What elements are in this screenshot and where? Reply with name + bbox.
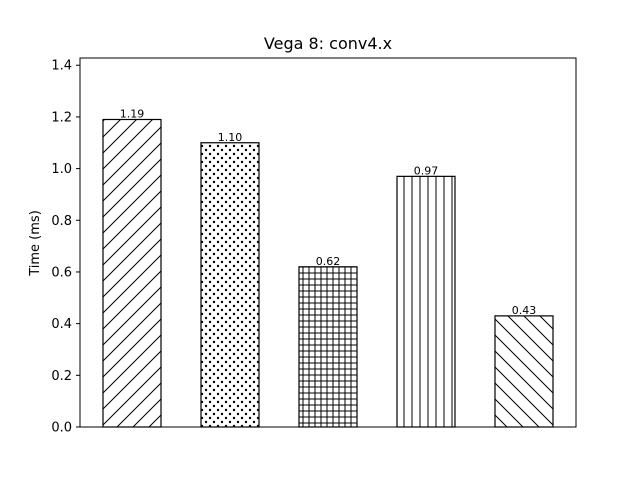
bar-value-label: 0.97: [414, 164, 439, 177]
bar-value-label: 0.62: [316, 255, 341, 268]
bar: [298, 266, 358, 428]
y-ticks-layer: 0.0 0.2 0.4 0.6 0.8 1.0 1.2 1.4: [51, 59, 80, 436]
y-tick-label: 0.6: [51, 265, 72, 280]
bar: [494, 315, 554, 428]
chart-title: Vega 8: conv4.x: [264, 34, 392, 53]
y-tick-label: 1.0: [51, 162, 72, 177]
plot-frame: [79, 57, 577, 428]
y-axis-label: Time (ms): [28, 210, 43, 277]
y-tick-label: 0.8: [51, 214, 72, 229]
bars-layer: 1.19 1.10 0.62 0.97 0.43: [102, 108, 554, 428]
y-tick-label: 1.4: [51, 59, 72, 74]
bar: [102, 118, 162, 428]
y-tick-label: 0.0: [51, 421, 72, 436]
y-tick-label: 0.4: [51, 317, 72, 332]
bar-value-label: 1.19: [120, 108, 145, 121]
bar-value-label: 0.43: [512, 304, 537, 317]
bar-value-label: 1.10: [218, 131, 243, 144]
bar: [396, 175, 456, 428]
y-tick-label: 0.2: [51, 369, 72, 384]
bar: [200, 142, 260, 428]
y-tick-label: 1.2: [51, 110, 72, 125]
